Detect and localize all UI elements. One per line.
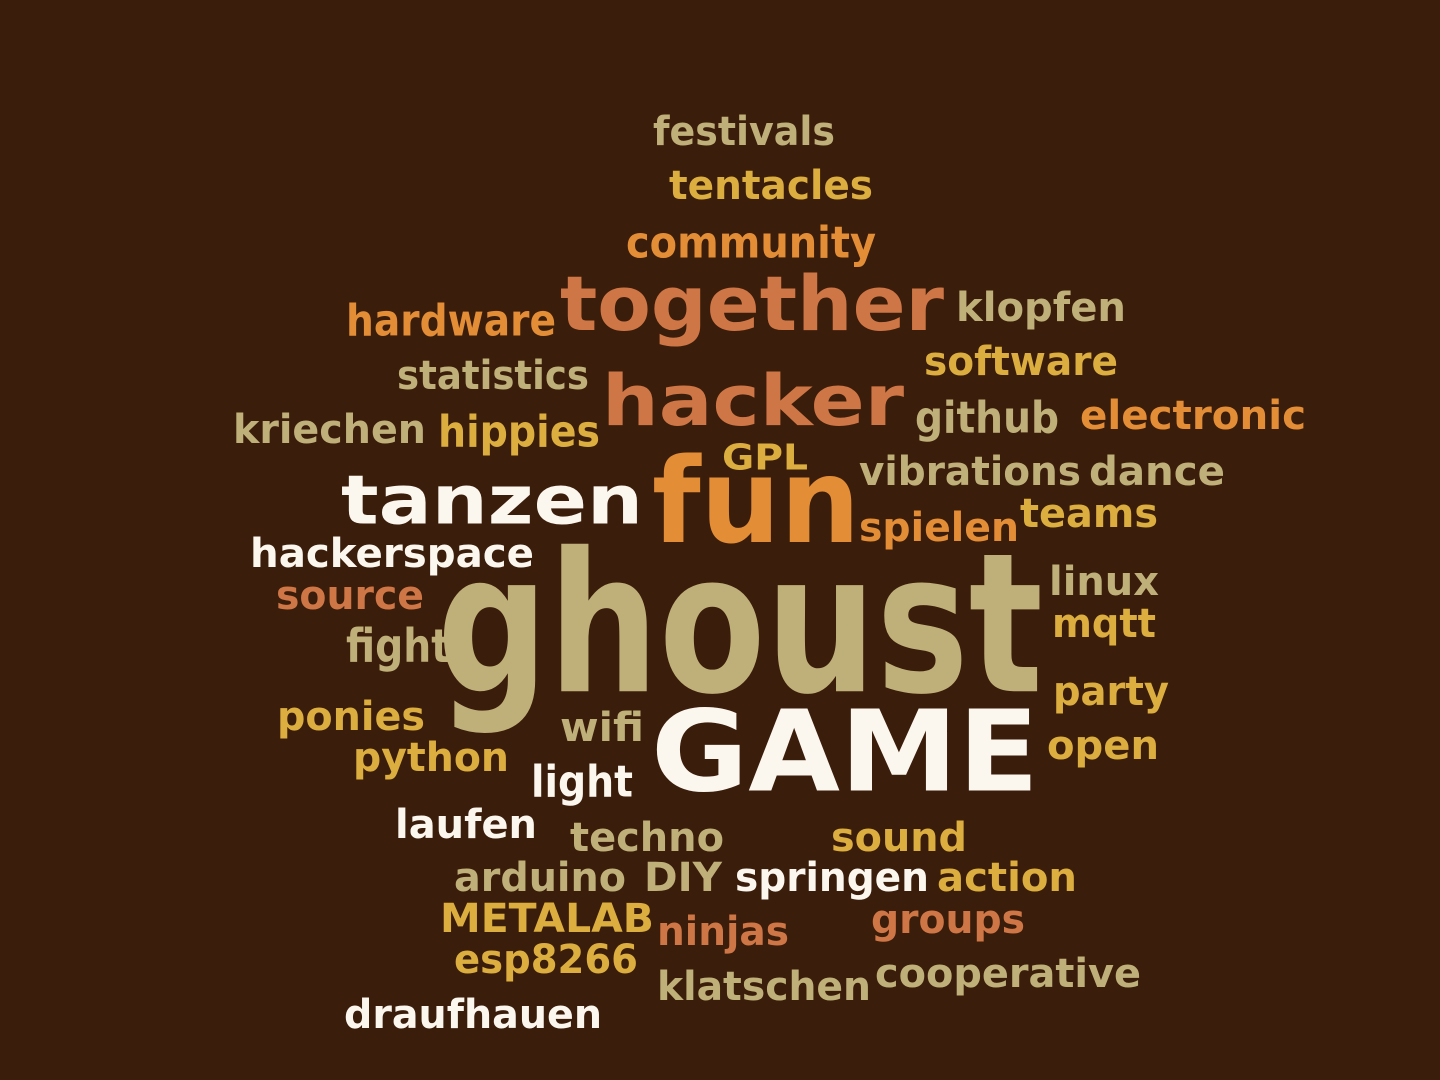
word-diy: DIY	[644, 855, 722, 901]
word-teams: teams	[1020, 491, 1158, 537]
word-ninjas: ninjas	[657, 909, 789, 955]
word-vibrations: vibrations	[859, 449, 1081, 495]
word-springen: springen	[735, 855, 929, 901]
word-arduino: arduino	[454, 855, 626, 901]
word-festivals: festivals	[653, 109, 835, 155]
word-ghoust: ghoust	[437, 512, 1043, 738]
word-hackerspace: hackerspace	[250, 531, 534, 577]
word-party: party	[1053, 669, 1169, 715]
word-fun: fun	[652, 432, 860, 570]
word-community: community	[626, 217, 876, 269]
word-gpl: GPL	[722, 437, 808, 479]
word-klopfen: klopfen	[956, 285, 1126, 331]
word-mqtt: mqtt	[1052, 601, 1156, 647]
word-linux: linux	[1049, 559, 1159, 605]
word-klatschen: klatschen	[657, 964, 871, 1010]
word-software: software	[924, 339, 1118, 385]
word-groups: groups	[871, 897, 1025, 943]
word-draufhauen: draufhauen	[344, 992, 602, 1038]
word-open: open	[1047, 723, 1159, 769]
word-together: together	[560, 259, 944, 349]
word-light: light	[531, 756, 633, 808]
word-action: action	[937, 855, 1077, 901]
word-tentacles: tentacles	[669, 163, 873, 209]
word-cooperative: cooperative	[875, 951, 1141, 997]
word-kriechen: kriechen	[233, 407, 426, 453]
word-electronic: electronic	[1080, 393, 1306, 439]
word-laufen: laufen	[395, 802, 537, 848]
word-wifi: wifi	[560, 705, 644, 751]
word-hippies: hippies	[438, 406, 600, 458]
word-ponies: ponies	[277, 694, 425, 740]
word-metalab: METALAB	[440, 896, 654, 942]
word-hacker: hacker	[602, 360, 904, 442]
word-game: GAME	[651, 686, 1039, 818]
word-sound: sound	[831, 815, 967, 861]
word-spielen: spielen	[859, 505, 1019, 551]
word-source: source	[276, 573, 424, 619]
word-python: python	[353, 735, 509, 781]
word-techno: techno	[570, 815, 724, 861]
word-tanzen: tanzen	[341, 460, 643, 540]
word-hardware: hardware	[346, 295, 556, 347]
word-github: github	[915, 392, 1059, 444]
word-esp8266: esp8266	[454, 937, 638, 983]
word-fight: fight	[346, 620, 450, 674]
word-dance: dance	[1089, 449, 1225, 495]
word-statistics: statistics	[397, 353, 589, 399]
